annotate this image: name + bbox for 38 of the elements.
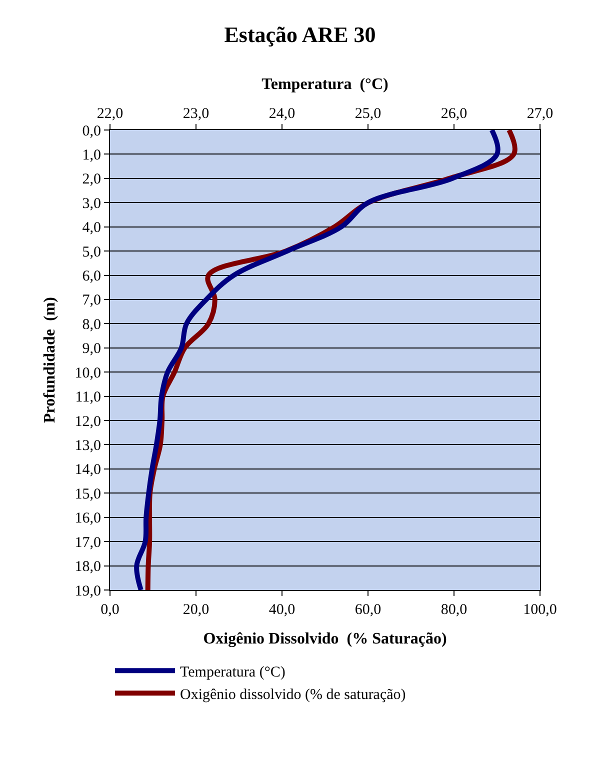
x2-tick-label: 24,0 [268,106,296,122]
y-tick-label: 3,0 [82,196,101,212]
y-tick-label: 15,0 [74,486,101,502]
x2-tick-label: 25,0 [354,106,382,122]
y-tick-label: 1,0 [82,147,101,164]
x-tick-label: 100,0 [523,602,557,618]
y-tick-label: 19,0 [74,583,101,600]
y-tick-label: 9,0 [82,341,101,358]
y-tick-label: 10,0 [74,365,101,382]
x2-tick-label: 27,0 [526,106,554,122]
y-tick-label: 2,0 [82,172,101,188]
y-tick-label: 0,0 [82,123,101,140]
y-tick-label: 14,0 [74,462,101,478]
y-tick-label: 6,0 [82,268,101,285]
y-tick-label: 12,0 [74,414,101,430]
y-tick-label: 8,0 [82,316,101,333]
y-tick-label: 18,0 [74,559,101,576]
x-axis-title: Oxigênio Dissolvido (% Saturação) [203,630,447,648]
x2-tick-label: 26,0 [440,106,468,122]
y-axis-title: Profundidade (m) [42,297,59,423]
y-tick-label: 7,0 [82,292,101,309]
x-tick-label: 0,0 [100,602,120,618]
legend-label: Temperatura (°C) [180,664,286,680]
legend-label: Oxigênio dissolvido (% de saturação) [180,687,406,703]
y-tick-label: 17,0 [74,534,101,551]
chart-title: Estação ARE 30 [224,22,376,47]
x-tick-label: 40,0 [268,602,296,618]
y-tick-label: 5,0 [82,244,101,260]
x2-tick-label: 23,0 [182,106,210,122]
y-tick-label: 4,0 [82,220,101,236]
x-tick-label: 80,0 [440,602,468,618]
x2-axis-title: Temperatura (°C) [262,76,388,93]
x-tick-label: 20,0 [182,602,210,618]
x2-tick-label: 22,0 [96,106,124,122]
y-tick-label: 16,0 [74,510,101,527]
y-tick-label: 11,0 [75,390,101,406]
y-tick-label: 13,0 [74,438,101,454]
x-tick-label: 60,0 [354,602,382,618]
